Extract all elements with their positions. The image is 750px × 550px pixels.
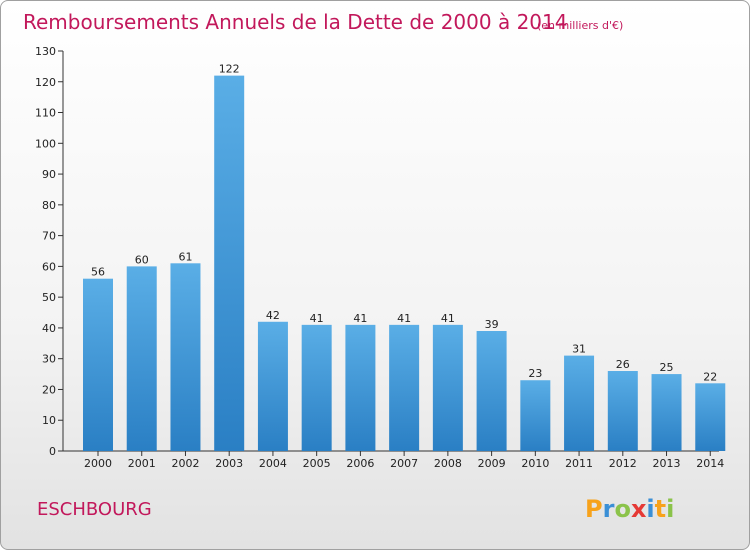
bar-value-label: 26 bbox=[616, 358, 630, 371]
bar bbox=[345, 324, 376, 451]
x-tick-label: 2014 bbox=[696, 457, 724, 470]
logo-letter: i bbox=[646, 495, 654, 523]
bar-value-label: 41 bbox=[441, 312, 455, 325]
x-tick-label: 2009 bbox=[478, 457, 506, 470]
bar bbox=[389, 324, 420, 451]
y-tick-label: 60 bbox=[42, 260, 56, 273]
x-tick-label: 2005 bbox=[303, 457, 331, 470]
y-axis-ticks: 0 10 20 30 40 50 60 70 80 90 100 110 120 130 bbox=[35, 45, 63, 458]
x-tick-label: 2000 bbox=[84, 457, 112, 470]
commune-name: ESCHBOURG bbox=[37, 499, 152, 520]
bar bbox=[476, 331, 507, 451]
y-tick-label: 100 bbox=[35, 137, 56, 150]
bars: 56 60 61 122 42 41 41 41 41 39 23 31 26 25 22 bbox=[83, 63, 726, 451]
proxiti-logo: Proxiti bbox=[585, 495, 674, 523]
x-tick-label: 2011 bbox=[565, 457, 593, 470]
logo-letter: r bbox=[603, 495, 615, 523]
bar-value-label: 23 bbox=[528, 367, 542, 380]
bar bbox=[651, 374, 682, 451]
x-tick-label: 2001 bbox=[128, 457, 156, 470]
x-tick-label: 2012 bbox=[609, 457, 637, 470]
y-tick-label: 10 bbox=[42, 414, 56, 427]
bar-value-label: 61 bbox=[178, 250, 192, 263]
bar-value-label: 122 bbox=[219, 63, 240, 76]
y-tick-label: 90 bbox=[42, 168, 56, 181]
x-tick-label: 2013 bbox=[653, 457, 681, 470]
bar-value-label: 60 bbox=[135, 253, 149, 266]
x-tick-label: 2004 bbox=[259, 457, 287, 470]
bar-value-label: 42 bbox=[266, 309, 280, 322]
bar bbox=[214, 75, 245, 451]
bar bbox=[126, 266, 157, 451]
bar-value-label: 39 bbox=[485, 318, 499, 331]
logo-letter: t bbox=[655, 495, 666, 523]
bar bbox=[257, 321, 288, 451]
bar bbox=[520, 380, 551, 451]
y-tick-label: 0 bbox=[49, 445, 56, 458]
y-tick-label: 110 bbox=[35, 107, 56, 120]
bar bbox=[301, 324, 332, 451]
bar-value-label: 41 bbox=[397, 312, 411, 325]
bar-value-label: 41 bbox=[310, 312, 324, 325]
y-tick-label: 80 bbox=[42, 199, 56, 212]
bar bbox=[432, 324, 463, 451]
x-tick-label: 2006 bbox=[346, 457, 374, 470]
bar-value-label: 22 bbox=[703, 370, 717, 383]
x-tick-label: 2008 bbox=[434, 457, 462, 470]
bar-value-label: 41 bbox=[353, 312, 367, 325]
y-tick-label: 30 bbox=[42, 353, 56, 366]
x-axis-ticks: 2000 2001 2002 2003 2004 2005 2006 2007 2008 2009… bbox=[84, 451, 724, 470]
bar bbox=[607, 371, 638, 451]
x-tick-label: 2003 bbox=[215, 457, 243, 470]
bar bbox=[695, 383, 726, 451]
logo-letter: o bbox=[614, 495, 631, 523]
y-tick-label: 20 bbox=[42, 383, 56, 396]
x-tick-label: 2002 bbox=[171, 457, 199, 470]
logo-letter: P bbox=[585, 495, 603, 523]
bar-value-label: 31 bbox=[572, 343, 586, 356]
logo-letter: i bbox=[666, 495, 674, 523]
y-tick-label: 50 bbox=[42, 291, 56, 304]
bar-value-label: 56 bbox=[91, 266, 105, 279]
y-tick-label: 130 bbox=[35, 45, 56, 58]
bar bbox=[564, 355, 595, 451]
logo-letter: x bbox=[631, 495, 647, 523]
bar bbox=[83, 278, 113, 451]
chart-title: Remboursements Annuels de la Dette de 20… bbox=[23, 10, 567, 34]
y-tick-label: 70 bbox=[42, 230, 56, 243]
y-tick-label: 120 bbox=[35, 76, 56, 89]
bar-value-label: 25 bbox=[660, 361, 674, 374]
chart-subtitle: (en milliers d'€) bbox=[537, 19, 623, 32]
y-tick-label: 40 bbox=[42, 322, 56, 335]
bar bbox=[170, 263, 201, 451]
x-tick-label: 2010 bbox=[521, 457, 549, 470]
x-tick-label: 2007 bbox=[390, 457, 418, 470]
